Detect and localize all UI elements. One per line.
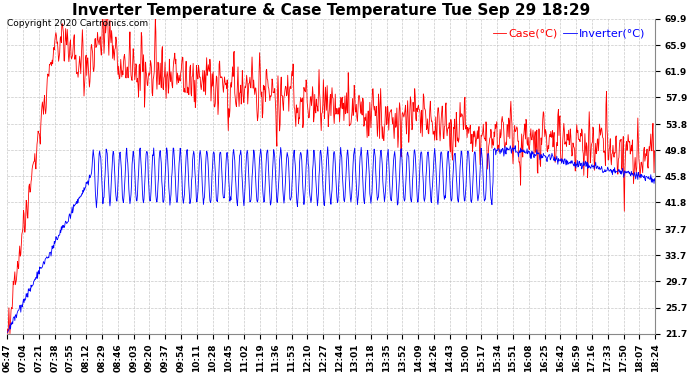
Case(°C) — [3, 327, 12, 332]
Case(°C) — [113, 65, 121, 70]
Line: Case(°C): Case(°C) — [8, 18, 655, 334]
Case(°C) — [344, 87, 353, 92]
Case(°C) — [358, 113, 366, 117]
Title: Inverter Temperature & Case Temperature Tue Sep 29 18:29: Inverter Temperature & Case Temperature … — [72, 3, 591, 18]
Case(°C) — [3, 332, 12, 336]
Inverter(°C) — [3, 330, 12, 334]
Inverter(°C) — [89, 147, 97, 152]
Inverter(°C) — [357, 145, 365, 150]
Case(°C) — [651, 150, 659, 154]
Inverter(°C) — [112, 198, 121, 203]
Case(°C) — [90, 69, 98, 74]
Line: Inverter(°C): Inverter(°C) — [8, 146, 655, 332]
Inverter(°C) — [651, 178, 659, 183]
Inverter(°C) — [511, 143, 520, 148]
Legend: Case(°C), Inverter(°C): Case(°C), Inverter(°C) — [489, 24, 649, 44]
Text: Copyright 2020 Cartronics.com: Copyright 2020 Cartronics.com — [8, 19, 148, 28]
Inverter(°C) — [221, 172, 230, 176]
Case(°C) — [222, 87, 230, 91]
Inverter(°C) — [344, 148, 352, 152]
Inverter(°C) — [284, 156, 293, 160]
Case(°C) — [103, 16, 111, 21]
Case(°C) — [285, 90, 293, 95]
